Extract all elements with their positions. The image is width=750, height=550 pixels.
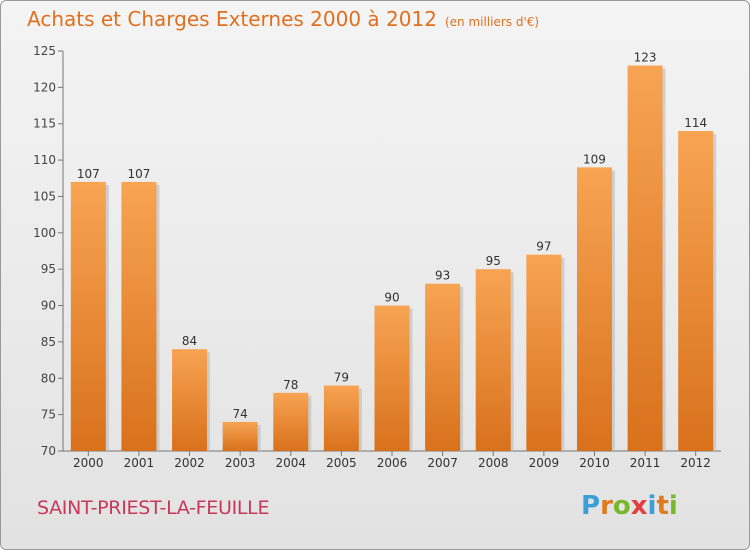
bar-value-label: 78 <box>283 378 298 392</box>
bar <box>70 181 106 451</box>
bar-value-label: 114 <box>684 116 707 130</box>
chart-title: Achats et Charges Externes 2000 à 2012 (e… <box>27 7 539 31</box>
x-tick-label: 2012 <box>680 456 711 470</box>
bar <box>475 269 511 451</box>
chart-subtitle: (en milliers d'€) <box>444 15 540 29</box>
logo-letter: o <box>612 491 631 521</box>
bar-value-label: 84 <box>182 334 197 348</box>
y-tick-label: 80 <box>41 371 56 385</box>
bar-value-label: 109 <box>583 152 606 166</box>
proxiti-logo: Proxiti <box>581 491 678 521</box>
x-tick-label: 2003 <box>225 456 256 470</box>
y-tick-label: 95 <box>41 262 56 276</box>
y-tick-label: 110 <box>33 153 56 167</box>
x-tick-label: 2006 <box>377 456 408 470</box>
x-tick-label: 2009 <box>529 456 560 470</box>
logo-letter: i <box>668 491 678 521</box>
y-tick-label: 105 <box>33 189 56 203</box>
x-tick-label: 2002 <box>174 456 205 470</box>
y-tick-label: 120 <box>33 80 56 94</box>
plot-area: 70 75 80 85 90 95 100 105 110 115 120 125 107 2000 107… <box>33 44 721 470</box>
logo-letter: r <box>600 491 613 521</box>
y-tick-label: 100 <box>33 226 56 240</box>
bar-value-label: 90 <box>384 291 399 305</box>
logo-letter: x <box>630 491 648 521</box>
bar-value-label: 107 <box>127 167 150 181</box>
bar-value-label: 93 <box>435 269 450 283</box>
y-tick-label: 90 <box>41 299 56 313</box>
logo-letter: t <box>656 491 669 521</box>
bar-value-label: 107 <box>77 167 100 181</box>
y-tick-label: 85 <box>41 335 56 349</box>
x-tick-label: 2007 <box>427 456 458 470</box>
bar-value-label: 97 <box>536 240 551 254</box>
bar-value-label: 123 <box>634 51 657 65</box>
x-tick-label: 2011 <box>630 456 661 470</box>
logo-letter: P <box>581 491 601 521</box>
bar <box>627 65 663 451</box>
y-tick-label: 75 <box>41 408 56 422</box>
chart-title-text: Achats et Charges Externes 2000 à 2012 <box>27 7 437 31</box>
bar <box>526 254 562 451</box>
bar-value-label: 95 <box>486 254 501 268</box>
bar <box>172 349 208 451</box>
bar <box>678 131 714 451</box>
bar-value-label: 79 <box>334 371 349 385</box>
bar <box>273 392 309 451</box>
y-tick-label: 125 <box>33 44 56 58</box>
y-tick-label: 70 <box>41 444 56 458</box>
x-tick-label: 2010 <box>579 456 610 470</box>
bar-value-label: 74 <box>233 407 248 421</box>
bar <box>576 167 612 451</box>
bar <box>222 421 258 451</box>
logo-letter: i <box>647 491 657 521</box>
y-tick-label: 115 <box>33 117 56 131</box>
bar <box>121 181 157 451</box>
bar <box>323 385 359 451</box>
x-tick-label: 2001 <box>124 456 155 470</box>
x-tick-label: 2004 <box>275 456 306 470</box>
commune-name: SAINT-PRIEST-LA-FEUILLE <box>37 497 270 519</box>
x-tick-label: 2000 <box>73 456 104 470</box>
bar <box>425 283 461 451</box>
x-tick-label: 2005 <box>326 456 357 470</box>
bar <box>374 305 410 451</box>
x-tick-label: 2008 <box>478 456 509 470</box>
